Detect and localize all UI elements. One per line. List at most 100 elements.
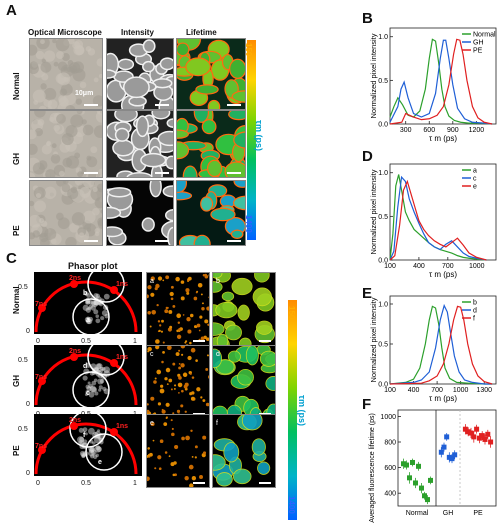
data-point-pe: [476, 435, 482, 441]
region-label: a: [86, 317, 90, 324]
row-label-gh: GH: [12, 153, 21, 165]
scale-bar: [227, 240, 241, 242]
category-label: Normal: [406, 510, 429, 517]
region-label: b: [83, 290, 87, 297]
marker-7ns: 7ns: [35, 443, 47, 450]
legend-label: b: [473, 300, 477, 307]
legend-label: f: [473, 316, 475, 323]
phasor-marker: [110, 359, 118, 367]
image-optical-pe: [29, 180, 103, 246]
y-tick-label: 1.0: [378, 34, 388, 41]
phasor-marker: [70, 353, 78, 361]
plot-frame: [397, 409, 497, 507]
data-point-gh: [452, 452, 458, 458]
scale-bar: [227, 104, 241, 106]
y-tick-label: 1000: [380, 414, 396, 421]
series-line-pe: [389, 38, 493, 125]
panel-letter-f: F: [362, 396, 372, 413]
plot-frame: [389, 163, 497, 261]
chart-b: 0.0 0.5 1.0 300 600 900 1200 τ m (ps) Normalized…: [369, 27, 497, 143]
panel-letter-e: E: [362, 285, 373, 302]
scale-bar: [155, 104, 169, 106]
y-tick-label: 0.5: [378, 214, 388, 221]
legend-label: d: [473, 308, 477, 315]
y-tick: 0: [26, 328, 30, 335]
legend-label: a: [473, 168, 477, 175]
legend-label: c: [473, 176, 477, 183]
series-line-f: [389, 305, 493, 385]
phasor-marker: [38, 446, 46, 454]
data-point-pe: [465, 429, 471, 435]
data-point-pe: [485, 431, 491, 437]
series-line-e: [389, 179, 487, 261]
scale-bar: [227, 172, 241, 174]
x-tick: 0: [36, 338, 40, 345]
legend-label: Normal: [473, 32, 496, 39]
data-point-normal: [401, 461, 406, 467]
y-tick-label: 600: [384, 465, 396, 472]
marker-2ns: 2ns: [69, 348, 81, 355]
x-tick: 0.5: [81, 338, 91, 345]
plot-frame: [389, 27, 497, 125]
scale-bar: [193, 482, 205, 484]
x-tick-label: 100: [384, 263, 396, 270]
colorbar-c-label: τm (ps): [297, 395, 307, 427]
series-line-d: [389, 303, 493, 385]
data-point-pe: [482, 436, 488, 442]
data-point-pe: [471, 434, 477, 440]
data-point-normal: [413, 480, 418, 486]
x-tick-label: 100: [384, 387, 396, 394]
data-point-pe: [488, 439, 494, 445]
x-tick-label: 1300: [476, 387, 492, 394]
data-point-gh: [438, 449, 444, 455]
scale-bar: [84, 240, 98, 242]
y-axis-label: Normalized pixel intensity: [369, 33, 378, 118]
colorbar-a-top: 150: [244, 43, 253, 57]
x-tick: 1: [133, 480, 137, 487]
data-point-normal: [416, 463, 421, 469]
row-label-normal: Normal: [12, 72, 21, 100]
region-label: d: [83, 363, 87, 370]
panel-letter-b: B: [362, 10, 373, 27]
c-image-pe-region2: f: [212, 414, 276, 488]
y-tick-label: 800: [384, 440, 396, 447]
colorbar-a-bottom: 1400: [244, 215, 253, 233]
scale-bar: [259, 340, 271, 342]
series-line-normal: [389, 38, 493, 125]
data-point-gh: [449, 456, 455, 462]
x-tick: 1: [133, 338, 137, 345]
image-lifetime-gh: [176, 110, 246, 178]
y-tick-label: 0.0: [378, 382, 388, 389]
data-point-normal: [410, 459, 415, 465]
panel-letter-c: C: [6, 250, 17, 267]
series-line-c: [389, 175, 487, 261]
image-intensity-gh: [106, 110, 174, 178]
phasor-title: Phasor plot: [68, 261, 118, 271]
tile-label: f: [216, 420, 218, 427]
marker-2ns: 2ns: [69, 275, 81, 282]
region-label: e: [98, 459, 102, 466]
marker-1ns: 1ns: [116, 423, 128, 430]
y-axis-label: Normalized pixel intensity: [369, 297, 378, 382]
y-tick: 0.5: [18, 357, 28, 364]
phasor-plot-normal: 7ns 2ns 1ns b a 0 0.5 1: [34, 272, 142, 348]
x-tick: 0: [36, 480, 40, 487]
legend-label: GH: [473, 40, 484, 47]
c-row-label-gh: GH: [12, 375, 21, 387]
x-tick-label: 1200: [469, 127, 485, 134]
y-tick-label: 0.0: [378, 258, 388, 265]
c-image-gh-region2: d: [212, 345, 276, 419]
x-tick-label: 400: [413, 263, 425, 270]
y-tick-label: 0.0: [378, 122, 388, 129]
scale-bar: [155, 172, 169, 174]
y-tick: 0.5: [18, 284, 28, 291]
marker-2ns: 2ns: [69, 417, 81, 424]
y-tick-label: 0.5: [378, 342, 388, 349]
marker-1ns: 1ns: [116, 281, 128, 288]
phasor-marker: [110, 428, 118, 436]
data-point-gh: [444, 434, 450, 440]
series-line-gh: [389, 39, 493, 125]
image-optical-normal: [29, 38, 103, 110]
y-tick-label: 400: [384, 491, 396, 498]
legend-label: e: [473, 184, 477, 191]
